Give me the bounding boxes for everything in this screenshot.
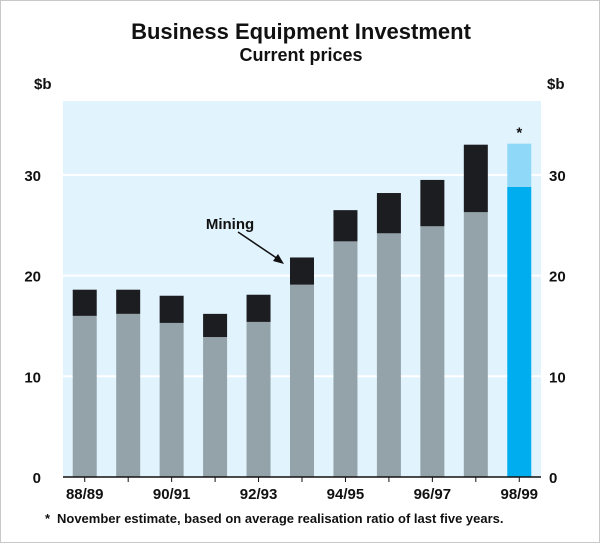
x-tick-label: 90/91 [153, 486, 191, 503]
bar-mining-98-99 [507, 143, 532, 187]
bar-mining-91-92 [203, 313, 228, 338]
x-tick-label: 92/93 [240, 486, 278, 503]
x-tick-label: 98/99 [500, 486, 538, 503]
y-tick-label-left: 30 [24, 168, 41, 185]
footnote: * November estimate, based on average rea… [45, 511, 547, 526]
footnote-text: November estimate, based on average real… [57, 511, 504, 526]
x-tick-label: 96/97 [414, 486, 452, 503]
annotation-mining: Mining [206, 216, 254, 233]
y-tick-label-right: 20 [549, 269, 566, 286]
y-axis-label-right: $b [547, 76, 565, 93]
bar-mining-97-98 [463, 144, 488, 213]
bar-mining-95-96 [376, 193, 401, 234]
y-tick-label-left: 20 [24, 269, 41, 286]
y-tick-label-left: 10 [24, 369, 41, 386]
bar-mining-94-95 [333, 210, 358, 242]
bar-mining-93-94 [290, 257, 314, 285]
chart-subtitle: Current prices [239, 45, 363, 65]
bar-mining-89-90 [116, 289, 141, 314]
y-tick-label-left: 0 [33, 470, 41, 487]
bar-non-mining-88-89 [72, 315, 97, 477]
bar-mining-90-91 [159, 295, 184, 323]
bar-non-mining-97-98 [463, 212, 488, 477]
y-axis-label-left: $b [34, 76, 52, 93]
bar-non-mining-95-96 [376, 233, 401, 477]
annotation-arrow-line [237, 231, 282, 262]
bar-non-mining-89-90 [116, 313, 141, 477]
bar-non-mining-91-92 [203, 337, 228, 477]
bar-non-mining-94-95 [333, 241, 358, 477]
bar-mining-96-97 [420, 179, 445, 227]
bar-non-mining-96-97 [420, 226, 445, 477]
annotation-arrow-head [273, 254, 284, 264]
x-tick-label: 88/89 [66, 486, 104, 503]
bar-non-mining-90-91 [159, 322, 184, 477]
y-tick-label-right: 0 [549, 470, 557, 487]
bar-mining-92-93 [246, 294, 271, 322]
annotation-estimate-asterisk: * [516, 125, 522, 142]
footnote-marker: * [45, 511, 51, 526]
bar-mining-88-89 [72, 289, 97, 316]
bar-non-mining-92-93 [246, 321, 271, 477]
bar-non-mining-93-94 [290, 284, 314, 477]
bar-non-mining-98-99 [507, 186, 532, 477]
x-tick-label: 94/95 [327, 486, 365, 503]
y-tick-label-right: 10 [549, 369, 566, 386]
chart-title: Business Equipment Investment [131, 19, 471, 44]
y-tick-label-right: 30 [549, 168, 566, 185]
